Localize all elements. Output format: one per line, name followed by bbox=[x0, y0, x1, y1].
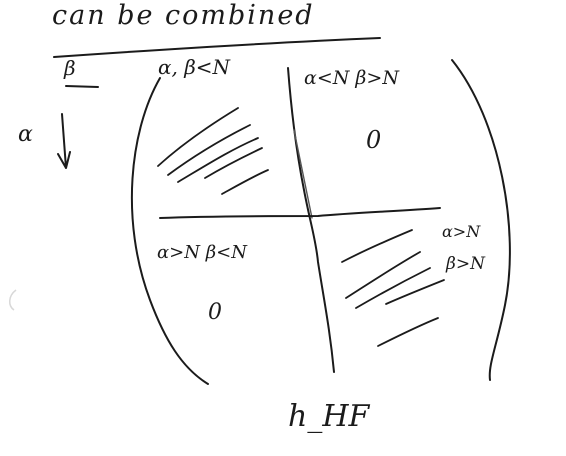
title-underline bbox=[53, 37, 381, 58]
vertical-divider bbox=[287, 67, 335, 373]
alpha-down-arrow-icon bbox=[57, 113, 71, 169]
quadrant-bottom-right-label-line2: β>N bbox=[446, 254, 485, 274]
quadrant-top-right-label: α<N β>N bbox=[304, 67, 399, 89]
hatching-bottom-right bbox=[341, 229, 445, 347]
quadrant-bottom-right-label-line1: α>N bbox=[442, 222, 481, 241]
left-boundary-curve bbox=[130, 77, 209, 385]
alpha-axis-label: α bbox=[18, 122, 33, 147]
beta-underline bbox=[65, 85, 99, 88]
right-boundary-curve bbox=[451, 59, 511, 381]
horizontal-divider bbox=[159, 207, 441, 219]
quadrant-bottom-left-label: α>N β<N bbox=[157, 242, 247, 263]
hatching-top-left bbox=[157, 107, 269, 195]
quadrant-top-left-label: α, β<N bbox=[158, 55, 231, 79]
bottom-label: h_HF bbox=[288, 399, 370, 434]
vertical-divider-shadow bbox=[293, 129, 313, 219]
diagram-title: can be combined bbox=[52, 0, 315, 31]
faint-mark bbox=[9, 289, 17, 311]
bottom-left-value: 0 bbox=[208, 300, 222, 325]
top-right-value: 0 bbox=[366, 126, 382, 154]
beta-axis-label: β bbox=[64, 56, 76, 80]
